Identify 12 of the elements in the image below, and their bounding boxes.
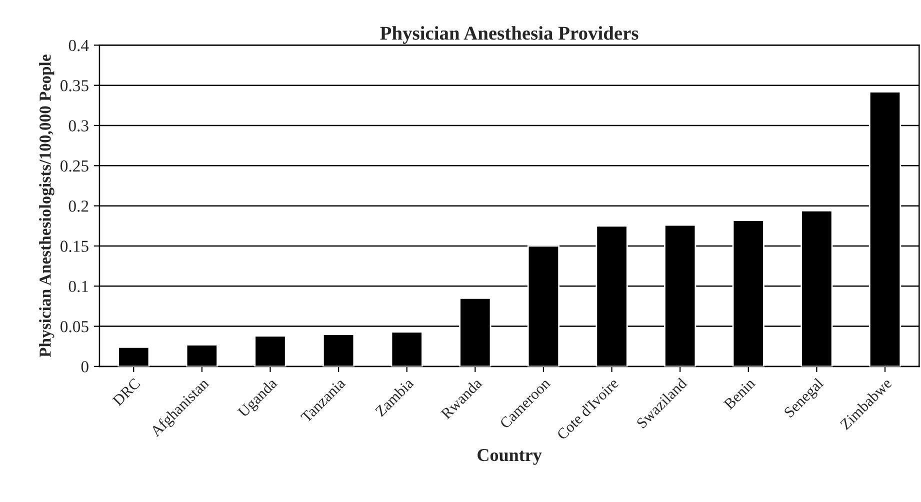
y-tick-label: 0.1 [68,280,88,292]
y-tick-label: 0.35 [60,80,88,92]
y-axis-title: Physician Anesthesiologists/100,000 People [39,54,54,358]
y-tick-label: 0.05 [60,321,88,332]
x-axis-title: Country [478,449,542,465]
y-tick-label: 0.15 [60,240,88,252]
chart-title: Physician Anesthesia Providers [380,26,638,44]
y-tick-label: 0.4 [68,40,89,52]
y-tick-label: 0.3 [68,120,88,132]
y-tick-label: 0 [81,361,88,372]
y-tick-label: 0.2 [68,200,88,212]
y-tick-label: 0.25 [60,160,88,172]
